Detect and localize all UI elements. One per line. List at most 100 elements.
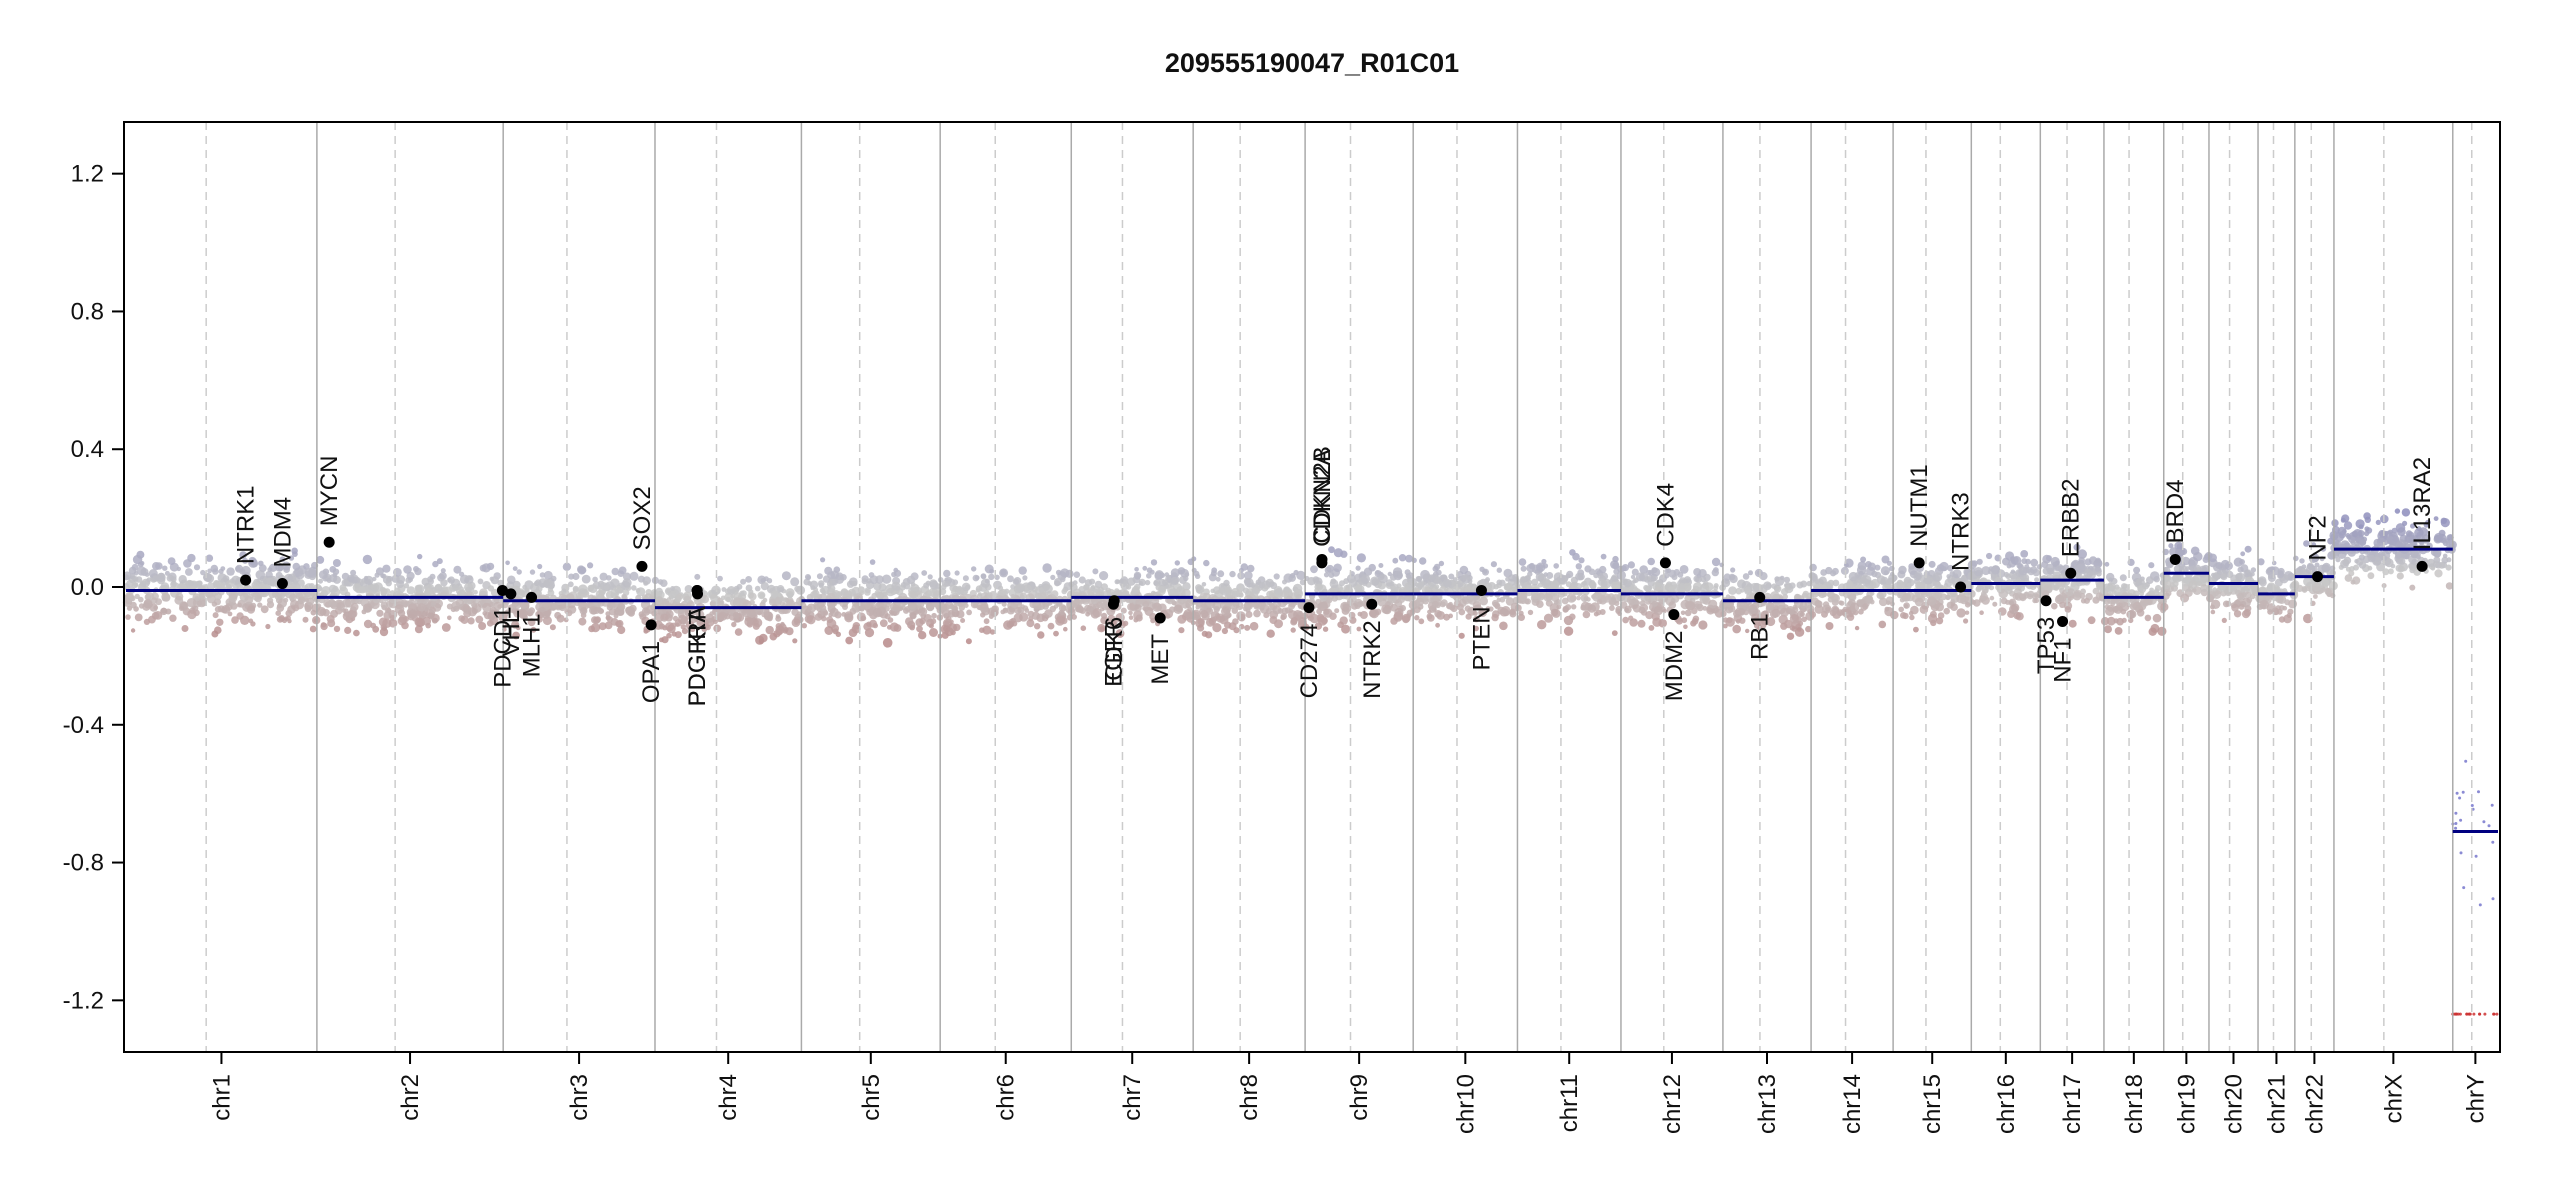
probe-point bbox=[1701, 595, 1708, 602]
probe-point bbox=[577, 566, 586, 575]
probe-point bbox=[1735, 587, 1742, 595]
probe-point bbox=[1668, 586, 1675, 593]
gene-point bbox=[526, 591, 538, 603]
probe-point bbox=[1215, 613, 1226, 623]
probe-point bbox=[2259, 578, 2267, 587]
probe-point bbox=[428, 612, 435, 618]
probe-point bbox=[785, 627, 794, 636]
probe-point bbox=[1633, 599, 1639, 606]
probe-point bbox=[414, 584, 422, 592]
probe-point bbox=[990, 609, 999, 617]
probe-point bbox=[923, 614, 932, 622]
probe-point bbox=[2491, 897, 2495, 901]
probe-point bbox=[211, 601, 218, 607]
probe-point bbox=[598, 622, 607, 631]
probe-point bbox=[2075, 591, 2080, 596]
probe-point bbox=[844, 611, 854, 621]
probe-point bbox=[2234, 589, 2239, 594]
probe-point bbox=[205, 554, 214, 562]
probe-point bbox=[1217, 570, 1225, 578]
probe-point bbox=[2093, 558, 2103, 568]
probe-point bbox=[401, 621, 409, 630]
probe-point bbox=[362, 603, 373, 613]
gene-point bbox=[645, 619, 657, 631]
probe-point bbox=[1487, 582, 1496, 590]
probe-point bbox=[951, 589, 956, 595]
probe-point bbox=[748, 592, 757, 601]
probe-point bbox=[1377, 595, 1384, 602]
probe-point bbox=[2104, 561, 2110, 567]
probe-point bbox=[1370, 576, 1380, 586]
probe-point bbox=[2210, 599, 2221, 609]
probe-point bbox=[2491, 840, 2495, 844]
probe-points bbox=[122, 508, 2499, 1016]
probe-point bbox=[1648, 569, 1655, 577]
probe-point bbox=[921, 570, 928, 576]
probe-point bbox=[1971, 599, 1977, 605]
probe-point bbox=[700, 595, 710, 604]
probe-point bbox=[1245, 611, 1253, 618]
probe-point bbox=[316, 592, 322, 597]
probe-point bbox=[370, 583, 380, 592]
probe-point bbox=[1624, 605, 1632, 614]
probe-point bbox=[1253, 609, 1261, 618]
probe-point bbox=[1767, 602, 1774, 609]
probe-point bbox=[134, 593, 140, 600]
probe-point bbox=[186, 598, 197, 608]
probe-point bbox=[281, 561, 291, 571]
probe-point bbox=[1150, 559, 1158, 566]
probe-point bbox=[242, 557, 249, 564]
probe-point bbox=[477, 578, 484, 585]
probe-point bbox=[539, 606, 546, 613]
probe-point bbox=[179, 605, 185, 612]
probe-point bbox=[974, 575, 980, 581]
probe-point bbox=[1461, 574, 1471, 584]
probe-point bbox=[242, 593, 248, 598]
probe-point bbox=[1936, 617, 1944, 625]
probe-point bbox=[533, 580, 540, 587]
probe-point bbox=[2142, 582, 2150, 590]
probe-point bbox=[350, 569, 357, 576]
probe-point bbox=[1197, 624, 1205, 632]
probe-point bbox=[779, 596, 785, 602]
probe-point bbox=[952, 579, 959, 586]
probe-point bbox=[2137, 585, 2144, 593]
gene-label: SOX2 bbox=[629, 486, 656, 550]
probe-point bbox=[1789, 582, 1796, 589]
probe-point bbox=[350, 598, 356, 604]
probe-point bbox=[277, 565, 284, 572]
probe-point bbox=[1134, 604, 1142, 612]
probe-point bbox=[389, 590, 396, 596]
probe-point bbox=[965, 638, 972, 645]
probe-point bbox=[537, 563, 543, 570]
probe-point bbox=[1411, 557, 1417, 563]
probe-point bbox=[960, 618, 966, 623]
probe-point bbox=[1128, 615, 1134, 620]
probe-point bbox=[1620, 578, 1628, 585]
probe-point bbox=[845, 636, 854, 645]
probe-point bbox=[1732, 624, 1741, 634]
probe-point bbox=[1839, 600, 1845, 606]
probe-point bbox=[1921, 591, 1928, 598]
probe-point bbox=[1438, 586, 1447, 594]
probe-point bbox=[775, 625, 785, 635]
probe-point bbox=[956, 610, 965, 619]
probe-point bbox=[516, 569, 522, 575]
probe-point bbox=[2212, 587, 2217, 592]
probe-point bbox=[1828, 591, 1833, 597]
probe-point bbox=[1233, 627, 1240, 634]
probe-point bbox=[760, 578, 766, 583]
probe-point bbox=[1605, 595, 1611, 601]
probe-point bbox=[997, 585, 1004, 591]
gene-markers: NTRK1 MDM4MYCNPDGFRAPDCD1VHLMLH1SOX2OPA1K… bbox=[233, 446, 2437, 706]
probe-point bbox=[2350, 540, 2356, 546]
probe-point bbox=[1389, 581, 1395, 587]
probe-point bbox=[320, 622, 327, 628]
probe-point bbox=[1723, 573, 1732, 581]
probe-point bbox=[2027, 593, 2033, 600]
probe-point bbox=[1565, 573, 1571, 579]
probe-point bbox=[1438, 560, 1445, 567]
probe-point bbox=[1231, 587, 1240, 597]
probe-point bbox=[876, 591, 885, 600]
